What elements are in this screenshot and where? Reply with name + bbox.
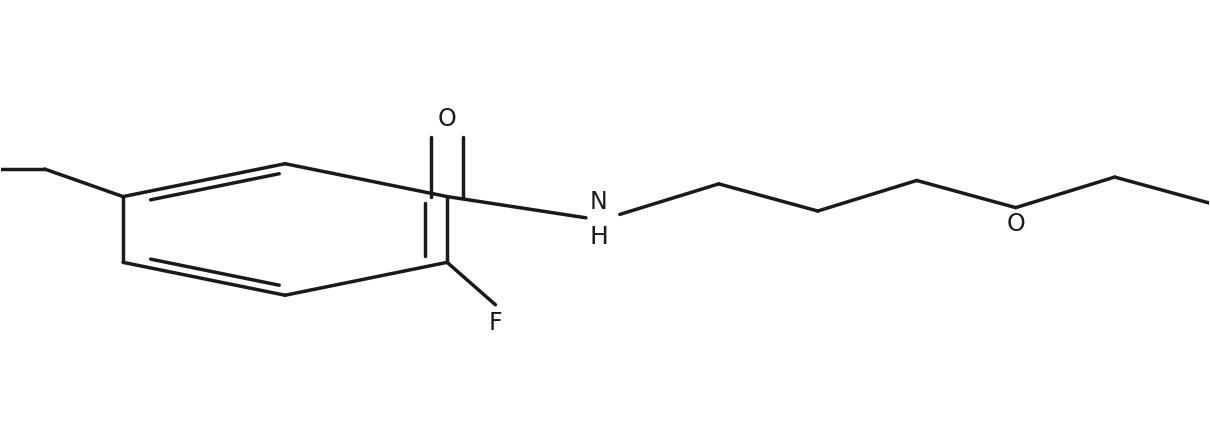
Text: H: H [589,225,609,249]
Text: O: O [1007,212,1025,236]
Text: O: O [438,107,456,131]
Text: F: F [489,311,502,334]
Text: N: N [589,189,607,213]
